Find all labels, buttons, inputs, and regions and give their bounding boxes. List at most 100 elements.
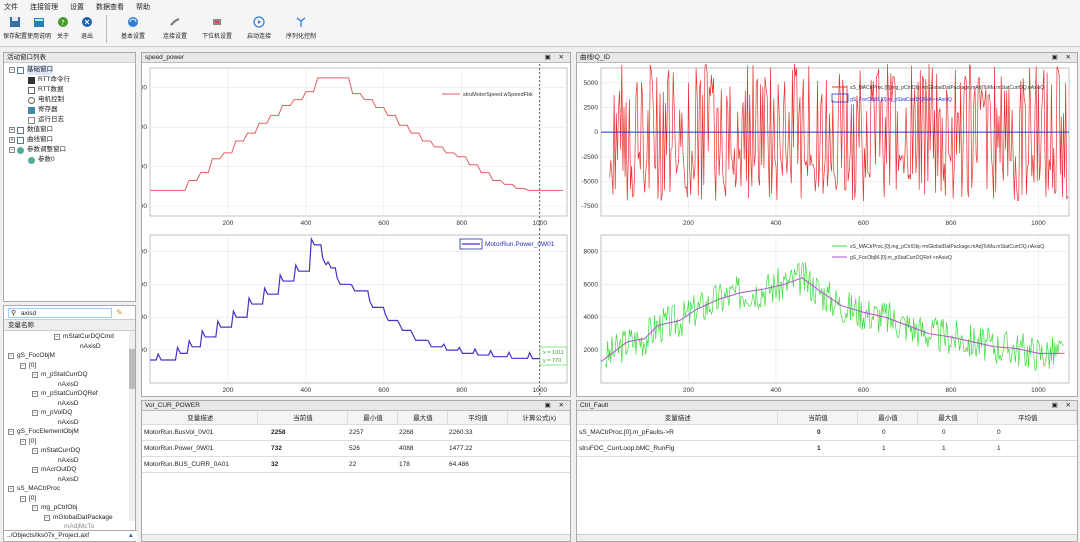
tree-row[interactable]: nAxisD [4,380,135,390]
variable-search-input[interactable]: ⚲ axisd [8,307,112,318]
col-header[interactable]: 当前值 [257,411,348,425]
cell[interactable] [507,424,570,441]
horizontal-scrollbar[interactable] [142,534,570,541]
power-chart[interactable]: 20040060080010001000200030004000MotorRun… [142,229,570,397]
collapse-icon[interactable]: − [8,353,14,359]
tree-item-rtt-cmd[interactable]: RTT命令行 [4,75,135,85]
tree-row[interactable]: − mStatCurrDQ [4,446,135,456]
tree-item-motor-control[interactable]: 电机控制 [4,95,135,105]
cell: 1 [917,440,977,457]
col-header[interactable]: 计算公式(x) [507,411,570,425]
window-controls[interactable]: ▣ ✕ [1051,54,1074,61]
collapse-icon[interactable]: − [32,505,38,511]
collapse-icon[interactable]: − [32,448,38,454]
collapse-icon[interactable]: − [20,362,26,369]
col-header[interactable]: 变量描述 [577,411,778,425]
collapse-icon[interactable]: − [44,514,50,521]
tree-row[interactable]: − [0] [4,494,135,504]
tree-row[interactable]: mAdjMcTo [4,522,135,532]
tree-item-basic-window[interactable]: − 基础窗口 [4,65,135,75]
tree-row[interactable]: − gS_FocElementObjM [4,427,135,437]
tree-item-run-log[interactable]: 运行日志 [4,115,135,125]
table-row[interactable]: MotorRun.BusVol_0V01 2258 2257 2268 2260.33 [142,424,570,441]
menu-connection[interactable]: 连接管理 [30,3,58,11]
collapse-icon[interactable]: − [32,372,38,378]
about-button[interactable]: ? 关于 [52,15,74,40]
tree-row[interactable]: − m_pVolDQ [4,408,135,418]
cell[interactable] [507,456,570,473]
tree-row[interactable]: nAxisD [4,475,135,485]
tree-row[interactable]: − mGlobalDatPackage [4,513,135,523]
tree-item-param-window[interactable]: − 参数调整窗口 [4,145,135,155]
clear-search-icon[interactable]: ✎ [116,308,123,317]
connection-settings-button[interactable]: 连接设置 [155,15,195,40]
exit-button[interactable]: 退出 [76,15,98,40]
collapse-icon[interactable]: − [32,467,38,473]
tree-row[interactable]: − [0] [4,361,135,371]
tree-row[interactable]: nAxisD [4,456,135,466]
collapse-icon[interactable]: − [54,334,60,340]
window-controls[interactable]: ▣ ✕ [544,54,567,61]
window-icon [17,126,24,134]
tree-row[interactable]: − sS_MACtrProc [4,484,135,494]
col-header[interactable]: 最大值 [917,411,978,425]
menu-data-view[interactable]: 数据查看 [96,3,124,11]
file-icon[interactable]: ▲ [127,532,134,539]
table-row[interactable]: MotorRun.BUS_CURR_0A01 32 22 178 64.486 [142,456,570,473]
menu-settings[interactable]: 设置 [70,3,84,11]
expand-icon[interactable]: + [9,137,15,143]
iq-chart[interactable]: 200 400 600 800 1000 2000 4000 6000 8000 sS_MACtr… [577,229,1077,397]
tree-item-rtt-data[interactable]: RTT数据 [4,85,135,95]
iq-id-chart[interactable]: 200 400 600 800 1000 -7500 -5000 -2500 0 2500 5000… [577,64,1077,229]
collapse-icon[interactable]: − [8,429,14,435]
collapse-icon[interactable]: − [9,67,15,73]
table-row[interactable]: struFOC_CurrLoop.bMC_RunFlg 1 1 1 1 [577,440,1077,457]
tree-row[interactable]: − m_pStatCurrDQ [4,370,135,380]
tree-row[interactable]: − mg_pCtrlObj [4,503,135,513]
device-settings-button[interactable]: 下位机设置 [197,15,237,40]
collapse-icon[interactable]: − [9,147,15,153]
tree-row[interactable]: − [0] [4,437,135,447]
tree-row[interactable]: − gS_FocObjM [4,351,135,361]
window-controls[interactable]: ▣ ✕ [1051,402,1074,409]
expand-icon[interactable]: + [9,127,15,133]
tree-row[interactable]: nAxisD [4,399,135,409]
menu-help[interactable]: 帮助 [136,3,150,11]
tree-row[interactable]: − mAcrOutDQ [4,465,135,475]
tree-row[interactable]: nAxisD [4,418,135,428]
variable-scrollbar[interactable] [129,331,135,521]
col-header[interactable]: 最小值 [857,411,918,425]
collapse-icon[interactable]: − [20,495,26,502]
tree-item-param0[interactable]: 参数0 [4,155,135,165]
serialize-control-button[interactable]: 序列化控制 [281,15,321,40]
col-header[interactable]: 最大值 [397,411,448,425]
start-connection-label: 启动连接 [246,34,271,40]
col-header[interactable]: 当前值 [777,411,858,425]
menu-file[interactable]: 文件 [4,3,18,11]
collapse-icon[interactable]: − [8,486,14,492]
cell[interactable] [507,440,570,457]
start-connection-button[interactable]: 启动连接 [239,15,279,40]
horizontal-scrollbar[interactable] [577,534,1077,541]
speed-chart[interactable]: 200 400 600 800 1000 2000 4000 6000 8000 struMoto… [142,64,570,229]
table-row[interactable]: sS_MACtrProc.[0].m_pFaults->R 0 0 0 0 [577,424,1077,441]
manual-button[interactable]: 使用说明 [27,15,51,40]
table-row[interactable]: MotorRun.Power_0W01 732 526 4088 1477.22 [142,440,570,457]
collapse-icon[interactable]: − [20,438,26,445]
col-header[interactable]: 平均值 [977,411,1077,425]
window-controls[interactable]: ▣ ✕ [544,402,567,409]
tree-item-curve-window[interactable]: + 曲线窗口 [4,135,135,145]
y-tick-label: 8000 [584,248,599,255]
col-header[interactable]: 最小值 [347,411,398,425]
tree-item-register[interactable]: 寄存器 [4,105,135,115]
collapse-icon[interactable]: − [32,391,38,397]
col-header[interactable]: 变量描述 [142,411,258,425]
collapse-icon[interactable]: − [32,410,38,416]
tree-row[interactable]: nAxisD [4,342,135,352]
tree-row[interactable]: − m_pStatCurrDQRef [4,389,135,399]
basic-settings-button[interactable]: 基本设置 [113,15,153,40]
tree-item-value-window[interactable]: + 数值窗口 [4,125,135,135]
col-header[interactable]: 平均值 [447,411,508,425]
tree-row[interactable]: − mStatCurDQCmd [4,332,135,342]
save-config-button[interactable]: 保存配置 [3,15,27,40]
